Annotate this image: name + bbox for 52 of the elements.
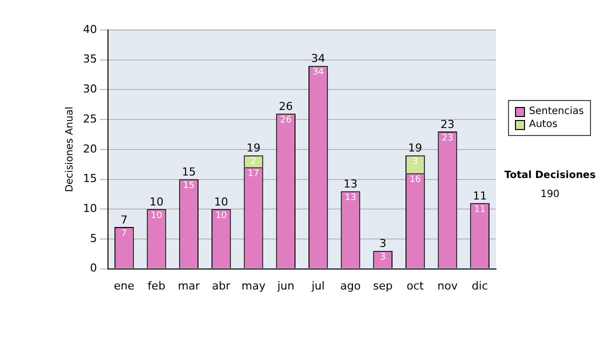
x-tick-label: may xyxy=(242,279,266,292)
total-label: 26 xyxy=(278,100,293,113)
text: 190 xyxy=(539,189,561,200)
y-tick-label: 25 xyxy=(82,112,97,126)
total-label: 7 xyxy=(120,213,128,226)
text: Total Decisiones xyxy=(503,170,597,181)
y-tick-label: 5 xyxy=(90,232,97,245)
x-tick-label: oct xyxy=(406,279,424,292)
y-tick-label: 10 xyxy=(82,202,97,215)
y-tick-label: 15 xyxy=(82,172,97,186)
y-tick-label: 30 xyxy=(82,82,97,96)
y-axis-title: Decisiones Anual xyxy=(64,106,76,192)
total-label: 19 xyxy=(408,142,422,155)
total-label: 10 xyxy=(214,195,228,208)
total-label: 11 xyxy=(472,189,487,202)
data-label: 3 xyxy=(412,157,418,168)
x-tick-label: ene xyxy=(114,279,135,292)
total-label: 3 xyxy=(379,237,386,250)
data-label: 23 xyxy=(442,133,454,144)
data-label: 15 xyxy=(183,181,195,192)
total-label: 15 xyxy=(182,166,196,179)
data-label: 7 xyxy=(121,228,128,239)
x-tick-label: jul xyxy=(310,279,325,292)
data-label: 16 xyxy=(409,175,422,186)
data-label: 13 xyxy=(344,193,356,204)
data-label: 17 xyxy=(248,169,260,180)
x-tick-label: dic xyxy=(472,279,488,292)
data-label: 10 xyxy=(150,210,162,221)
data-label: 2 xyxy=(250,157,256,168)
x-tick-label: sep xyxy=(373,279,393,292)
total-label: 13 xyxy=(344,178,358,191)
total-label: 10 xyxy=(149,195,164,208)
y-tick-label: 0 xyxy=(90,262,97,275)
x-tick-label: nov xyxy=(437,279,458,292)
total-label: 19 xyxy=(246,142,260,155)
legend-label: Sentencias xyxy=(528,106,584,117)
data-label: 26 xyxy=(280,115,292,126)
data-label: 3 xyxy=(380,252,386,263)
x-tick-label: mar xyxy=(178,279,200,292)
data-label: 10 xyxy=(215,210,228,221)
x-tick-label: feb xyxy=(148,279,166,292)
y-tick-label: 20 xyxy=(82,142,97,156)
data-label: 34 xyxy=(312,68,324,78)
y-tick-label: 40 xyxy=(82,22,97,36)
total-label: 34 xyxy=(311,52,326,66)
data-label: 11 xyxy=(474,204,486,215)
x-tick-label: ago xyxy=(340,279,361,292)
y-tick-label: 35 xyxy=(82,52,97,66)
total-label: 23 xyxy=(440,118,454,131)
x-tick-label: jun xyxy=(276,279,294,292)
legend-label: Autos xyxy=(528,119,558,130)
x-tick-label: abr xyxy=(212,279,231,292)
